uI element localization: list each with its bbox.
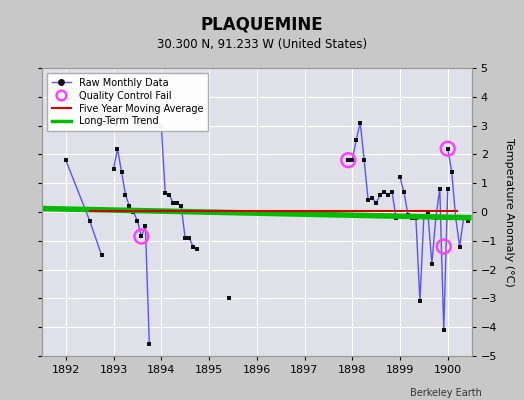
Text: Berkeley Earth: Berkeley Earth (410, 388, 482, 398)
Point (344, 157, 353, 163)
Point (440, 243, 448, 250)
Point (137, 233, 146, 240)
Legend: Raw Monthly Data, Quality Control Fail, Five Year Moving Average, Long-Term Tren: Raw Monthly Data, Quality Control Fail, … (47, 73, 208, 131)
Text: PLAQUEMINE: PLAQUEMINE (201, 16, 323, 34)
Y-axis label: Temperature Anomaly (°C): Temperature Anomaly (°C) (504, 138, 514, 286)
Text: 30.300 N, 91.233 W (United States): 30.300 N, 91.233 W (United States) (157, 38, 367, 51)
Point (443, 146, 452, 152)
